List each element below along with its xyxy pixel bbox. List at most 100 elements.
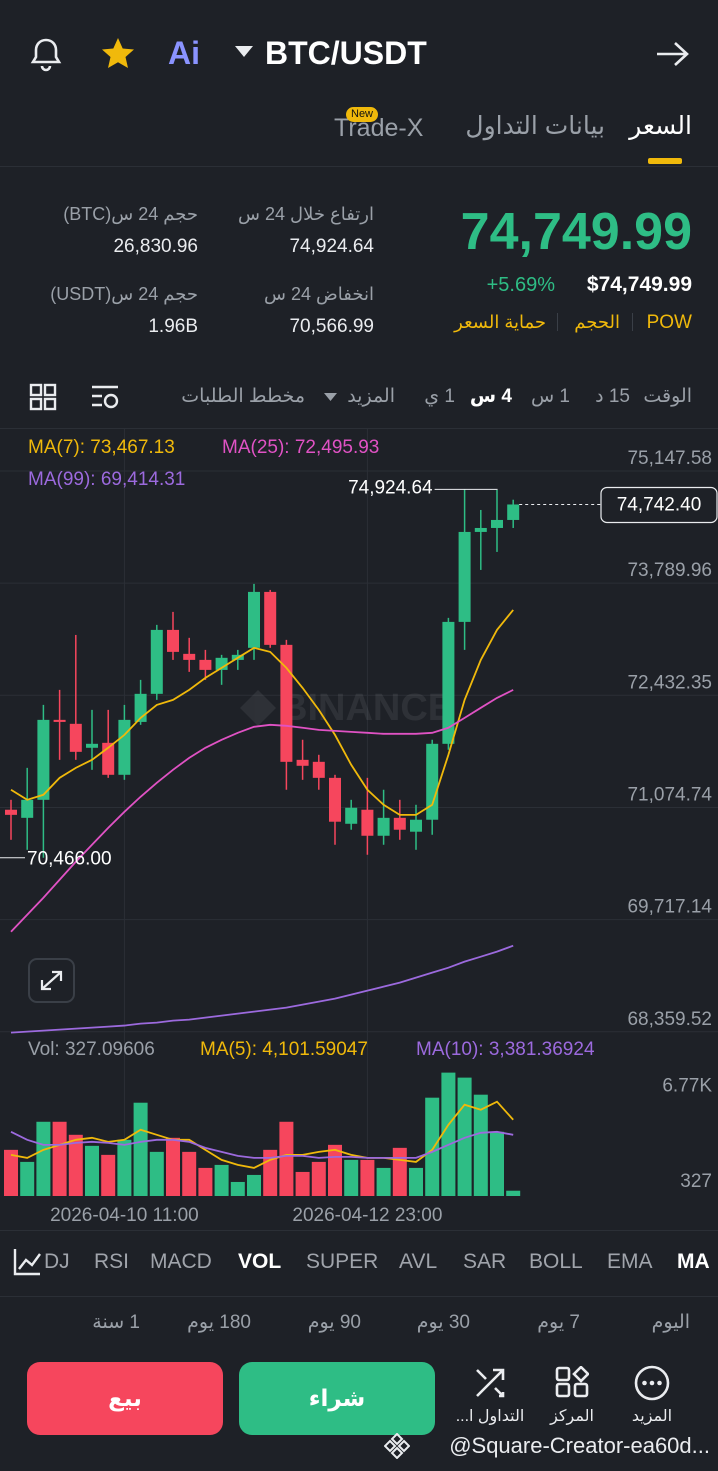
candle-body bbox=[280, 644, 293, 762]
new-badge: New bbox=[346, 107, 379, 122]
stat-label: انخفاض 24 س bbox=[264, 284, 374, 304]
stat-value: 70,566.99 bbox=[289, 316, 374, 337]
stat-label: ارتفاع خلال 24 س bbox=[238, 204, 374, 224]
candle-body bbox=[248, 591, 260, 648]
candle-body bbox=[345, 807, 358, 824]
indicator[interactable]: RSI bbox=[94, 1250, 130, 1273]
candle-body bbox=[458, 531, 471, 622]
volume-legend: Vol: 327.09606 bbox=[28, 1039, 155, 1060]
tool-label[interactable]: المزيد bbox=[631, 1408, 673, 1425]
candle-body bbox=[377, 817, 390, 836]
ma-line bbox=[10, 1130, 514, 1159]
interval[interactable]: 15 د bbox=[595, 386, 630, 407]
period: 7 يوم bbox=[537, 1312, 580, 1333]
legend-entry: MA(99): 69,414.31 bbox=[28, 469, 185, 490]
stat-label: حجم 24 س(BTC) bbox=[63, 204, 198, 224]
change: +5.69% bbox=[486, 274, 555, 296]
ai-badge[interactable]: Ai bbox=[168, 35, 200, 71]
indicator[interactable]: MACD bbox=[150, 1250, 212, 1273]
candle-body bbox=[507, 504, 520, 520]
volume-bar bbox=[279, 1121, 294, 1196]
candle-body bbox=[329, 777, 341, 822]
volume-bar bbox=[20, 1161, 35, 1196]
sell-button[interactable]: بيع bbox=[27, 1362, 223, 1435]
indicator-active[interactable]: VOL bbox=[238, 1250, 282, 1273]
stat-value: 74,924.64 bbox=[289, 236, 374, 257]
tag[interactable]: حماية السعر bbox=[454, 312, 546, 332]
volume-bar bbox=[85, 1145, 99, 1196]
tool-label[interactable]: التداول ا... bbox=[455, 1408, 525, 1425]
arrow-icon[interactable] bbox=[655, 40, 691, 68]
separator bbox=[632, 313, 633, 331]
settings-icon[interactable] bbox=[90, 383, 122, 411]
period: 1 سنة bbox=[92, 1312, 140, 1333]
tab-trading-data[interactable]: بيانات التداول bbox=[465, 112, 605, 140]
y-tick-label: 68,359.52 bbox=[627, 1009, 712, 1030]
legend-entry: MA(7): 73,467.13 bbox=[28, 437, 175, 458]
layout-icon[interactable] bbox=[29, 383, 57, 411]
square-logo bbox=[384, 1433, 410, 1459]
buy-button[interactable]: شراء bbox=[239, 1362, 435, 1435]
bell-icon[interactable] bbox=[28, 36, 64, 72]
last-price-label: 74,742.40 bbox=[617, 494, 702, 515]
indicator[interactable]: SAR bbox=[463, 1250, 507, 1273]
more-icon[interactable] bbox=[634, 1365, 670, 1401]
divider bbox=[0, 1296, 718, 1297]
dropdown-caret[interactable] bbox=[235, 46, 253, 58]
watermark: BINANCE bbox=[240, 687, 453, 729]
tag[interactable]: الحجم bbox=[574, 312, 620, 332]
candle-body bbox=[183, 653, 196, 660]
volume-bar bbox=[490, 1131, 504, 1196]
star-icon[interactable] bbox=[100, 36, 136, 72]
separator bbox=[557, 313, 558, 331]
indicator-active[interactable]: MA bbox=[677, 1250, 710, 1273]
indicator[interactable]: AVL bbox=[399, 1250, 438, 1273]
interval[interactable]: 1 ي bbox=[424, 386, 455, 407]
low-label: 70,466.00 bbox=[27, 849, 112, 870]
volume-bar bbox=[457, 1077, 472, 1196]
x-tick-label: 2026-04-12 23:00 bbox=[292, 1205, 442, 1226]
tag[interactable]: POW bbox=[646, 312, 692, 333]
interval-more[interactable]: المزيد bbox=[347, 386, 395, 407]
volume-bar bbox=[247, 1174, 261, 1196]
volume-bar bbox=[295, 1171, 310, 1196]
x-tick-label: 2026-04-10 11:00 bbox=[50, 1205, 199, 1226]
trade-icon[interactable] bbox=[473, 1366, 507, 1400]
tab-price[interactable]: السعر bbox=[629, 112, 692, 140]
y-tick-label: 72,432.35 bbox=[627, 672, 712, 693]
divider bbox=[0, 1230, 718, 1231]
y-tick-label: 6.77K bbox=[662, 1076, 712, 1097]
indicator-icon[interactable] bbox=[12, 1247, 42, 1277]
tool-label[interactable]: المركز bbox=[550, 1408, 594, 1425]
expand-button[interactable] bbox=[28, 958, 75, 1003]
candle-body bbox=[474, 527, 487, 532]
interval[interactable]: 1 س bbox=[530, 386, 570, 407]
usd-price: $74,749.99 bbox=[586, 273, 692, 296]
legend-entry: MA(5): 4,101.59047 bbox=[200, 1039, 368, 1060]
indicator[interactable]: DJ bbox=[44, 1250, 70, 1273]
candle-body bbox=[426, 743, 439, 820]
y-tick-label: 71,074.74 bbox=[627, 784, 712, 805]
last-price: 74,749.99 bbox=[460, 203, 692, 261]
volume-bar bbox=[409, 1167, 423, 1196]
candle-body bbox=[21, 799, 34, 818]
indicator[interactable]: EMA bbox=[607, 1250, 653, 1273]
indicator[interactable]: SUPER bbox=[306, 1250, 379, 1273]
ma-line bbox=[10, 609, 514, 816]
stat-value: 1.96B bbox=[148, 316, 198, 337]
volume-bar bbox=[133, 1102, 148, 1196]
volume-bar bbox=[52, 1121, 67, 1196]
pair[interactable]: BTC/USDT bbox=[265, 35, 427, 71]
indicator[interactable]: BOLL bbox=[529, 1250, 583, 1273]
interval-active[interactable]: 4 س bbox=[469, 386, 512, 407]
position-icon[interactable] bbox=[555, 1366, 589, 1400]
period: 180 يوم bbox=[187, 1312, 251, 1333]
volume-bar bbox=[360, 1159, 375, 1196]
ma-line bbox=[10, 689, 514, 933]
period: 90 يوم bbox=[307, 1312, 361, 1333]
candle-body bbox=[361, 809, 374, 836]
y-tick-label: 69,717.14 bbox=[627, 897, 712, 918]
high-label: 74,924.64 bbox=[348, 477, 433, 498]
depth-chart[interactable]: مخطط الطلبات bbox=[181, 386, 305, 407]
